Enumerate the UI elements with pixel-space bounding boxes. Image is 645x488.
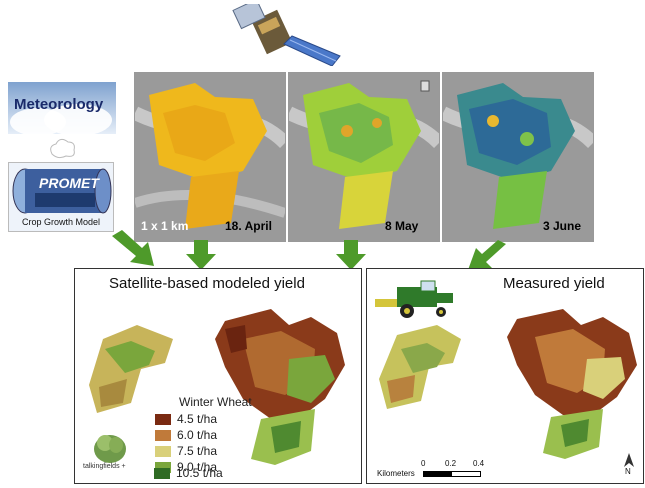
logo-text: talkingfields + (83, 463, 126, 470)
legend-item: 7.5 t/ha (155, 444, 217, 458)
panel-date-april: 18. April (225, 219, 272, 233)
crop-model-label: Crop Growth Model (21, 217, 101, 227)
arrow-from-june (468, 240, 506, 270)
connector-cloud (46, 136, 78, 165)
north-label: N (625, 467, 631, 476)
arrow-down-april (186, 240, 216, 270)
satellite-icon (232, 0, 342, 67)
panel-scale-label: 1 x 1 km (141, 219, 189, 233)
modeled-yield-map (89, 309, 345, 465)
scalebar-tick-label: 0 (421, 459, 426, 468)
scalebar (423, 471, 481, 477)
satellite-panel-april: 1 x 1 km 18. April (134, 72, 286, 242)
legend-item: 4.5 t/ha (155, 412, 217, 426)
satellite-panel-may: 8 May (288, 72, 440, 242)
legend-item: 9.0 t/ha (155, 460, 217, 474)
panel-date-june: 3 June (543, 219, 582, 233)
measured-yield-map (379, 309, 637, 459)
measured-yield-box: Measured yield Kilometers 0 0.2 0.4 N (366, 268, 644, 484)
legend-swatch (155, 429, 171, 441)
meteorology-label: Meteorology (14, 96, 104, 113)
north-arrow-icon (623, 453, 635, 472)
scalebar-tick-label: 0.2 (445, 459, 457, 468)
panel-date-may: 8 May (385, 219, 419, 233)
scalebar-unit: Kilometers (377, 469, 415, 478)
satellite-panel-june: 3 June (442, 72, 594, 242)
combine-harvester-icon (373, 279, 459, 324)
modeled-yield-title: Satellite-based modeled yield (109, 275, 305, 292)
scalebar-tick-label: 0.4 (473, 459, 485, 468)
arrow-from-model (112, 230, 154, 266)
talkingfields-logo: talkingfields + (83, 429, 137, 473)
legend-swatch (155, 461, 171, 473)
promet-label: PROMET (39, 175, 99, 191)
legend-title: Winter Wheat (179, 395, 252, 409)
legend-swatch (154, 467, 170, 479)
legend-item: 10.5 t/ha (154, 466, 223, 480)
promet-model-box: PROMET Crop Growth Model (8, 162, 114, 232)
legend-swatch (155, 445, 171, 457)
arrow-down-may (336, 240, 366, 270)
modeled-yield-box: Satellite-based modeled yield Winter Whe… (74, 268, 362, 484)
meteorology-cloud (8, 82, 116, 136)
legend-swatch (155, 413, 171, 425)
measured-yield-title: Measured yield (503, 275, 605, 292)
legend-item: 6.0 t/ha (155, 428, 217, 442)
